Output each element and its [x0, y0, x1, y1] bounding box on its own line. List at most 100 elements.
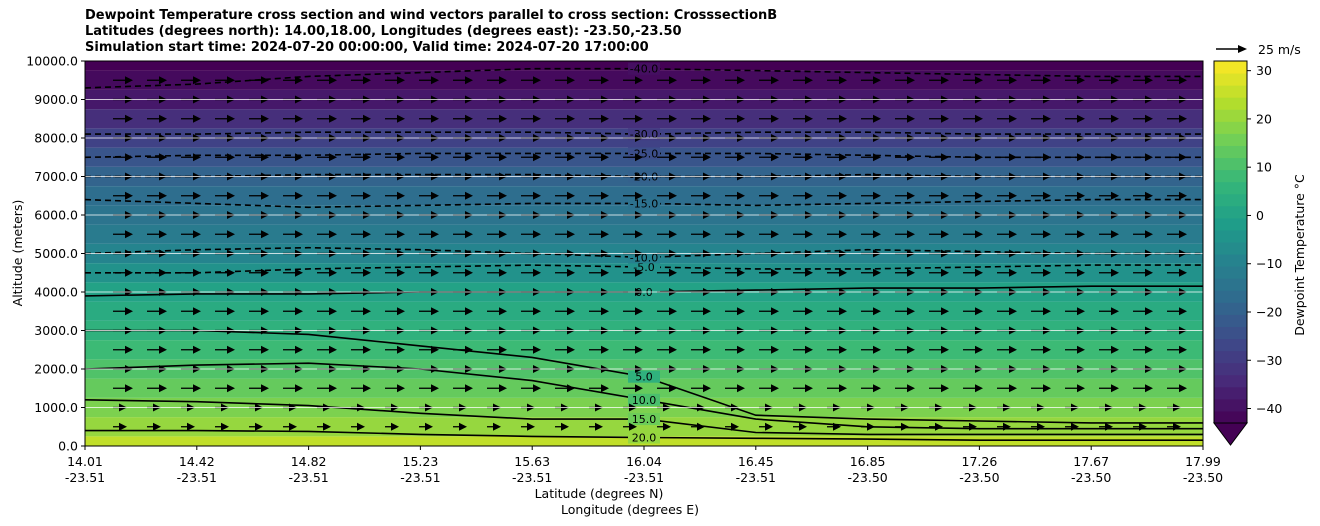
- colorbar-tick-label: 30: [1256, 63, 1272, 78]
- wind-vector-head: [193, 307, 201, 316]
- wind-vector-head: [1179, 76, 1187, 85]
- wind-vector-head: [329, 345, 337, 354]
- colorbar-segment: [1214, 229, 1247, 243]
- wind-vector-head: [187, 422, 195, 431]
- wind-vector-head: [873, 345, 881, 354]
- wind-vector-head: [459, 422, 467, 431]
- wind-vector-head: [1009, 345, 1017, 354]
- colorbar-segment: [1214, 121, 1247, 134]
- wind-vector-head: [1111, 268, 1119, 277]
- wind-vector-head: [295, 114, 303, 123]
- wind-vector-head: [499, 76, 507, 85]
- wind-vector-head: [1009, 307, 1017, 316]
- wind-vector-head: [329, 230, 337, 239]
- wind-vector-head: [465, 307, 473, 316]
- wind-vector-head: [261, 191, 269, 200]
- wind-vector-head: [975, 230, 983, 239]
- y-axis: 0.0 1000.0 2000.0 3000.0 4000.0 5000.0 6000.0 7…: [26, 54, 85, 454]
- wind-vector-head: [261, 230, 269, 239]
- wind-vector-head: [125, 191, 133, 200]
- wind-vector-head: [1179, 191, 1187, 200]
- wind-vector-head: [261, 345, 269, 354]
- contour-line: [85, 67, 1203, 89]
- contour-line: [85, 264, 1203, 274]
- wind-vector-head: [635, 307, 643, 316]
- wind-vector-head: [499, 268, 507, 277]
- colorbar-tick-label: −20: [1256, 304, 1282, 319]
- x-tick-label-lon: -23.51: [512, 470, 552, 485]
- title-line-3: Simulation start time: 2024-07-20 00:00:…: [85, 40, 649, 55]
- wind-vector-head: [363, 268, 371, 277]
- wind-vector-head: [295, 268, 303, 277]
- wind-vector-head: [805, 384, 813, 393]
- colorbar-segment: [1214, 205, 1247, 219]
- x-tick-label-lat: 15.23: [403, 454, 439, 469]
- colorbar-segment: [1214, 254, 1247, 267]
- colorbar-segment: [1214, 398, 1247, 412]
- wind-vector-head: [499, 191, 507, 200]
- wind-vector-head: [737, 76, 745, 85]
- contour-label-bg: [628, 197, 660, 210]
- y-tick-label: 5000.0: [34, 246, 78, 261]
- wind-vector-head: [499, 114, 507, 123]
- y-tick-label: 7000.0: [34, 169, 78, 184]
- wind-vector-head: [669, 230, 677, 239]
- wind-vector-head: [397, 191, 405, 200]
- wind-vector-head: [907, 153, 915, 162]
- wind-vector-head: [969, 422, 977, 431]
- x-tick-label-lon: -23.51: [177, 470, 217, 485]
- colorbar-segment: [1214, 133, 1247, 146]
- wind-vector-head: [431, 345, 439, 354]
- wind-vector-head: [295, 76, 303, 85]
- colorbar-segment: [1214, 97, 1247, 110]
- wind-vector-head: [159, 384, 167, 393]
- wind-vector-head: [363, 191, 371, 200]
- wind-vector-head: [567, 384, 575, 393]
- wind-vector-head: [465, 114, 473, 123]
- wind-vector-head: [669, 268, 677, 277]
- wind-vector-head: [125, 76, 133, 85]
- colorbar-segment: [1214, 169, 1247, 183]
- wind-vector-head: [941, 307, 949, 316]
- wind-vector-head: [941, 384, 949, 393]
- wind-vector-head: [1179, 345, 1187, 354]
- y-tick-label: 9000.0: [34, 92, 78, 107]
- wind-vector-head: [1111, 114, 1119, 123]
- dewpoint-band: [85, 109, 1203, 129]
- wind-vector-head: [737, 268, 745, 277]
- y-tick-label: 4000.0: [34, 285, 78, 300]
- wind-vector-head: [1179, 268, 1187, 277]
- wind-vector-head: [1111, 307, 1119, 316]
- wind-vector-head: [1173, 422, 1181, 431]
- wind-vector-head: [907, 384, 915, 393]
- wind-vector-head: [1043, 76, 1051, 85]
- wind-vector-head: [465, 345, 473, 354]
- wind-vector-head: [567, 114, 575, 123]
- wind-vector-head: [765, 422, 773, 431]
- wind-vector-head: [533, 345, 541, 354]
- x-tick-label-lon: -23.50: [847, 470, 887, 485]
- wind-vector-head: [567, 153, 575, 162]
- wind-vector-head: [391, 422, 399, 431]
- wind-vector-head: [159, 114, 167, 123]
- wind-vector-head: [397, 76, 405, 85]
- wind-vector-head: [601, 384, 609, 393]
- wind-vector-head: [119, 422, 127, 431]
- wind-vector-head: [1077, 114, 1085, 123]
- wind-vector-head: [1179, 230, 1187, 239]
- colorbar-segment: [1214, 73, 1247, 86]
- wind-vector-head: [669, 153, 677, 162]
- title-line-2: Latitudes (degrees north): 14.00,18.00, …: [85, 24, 682, 39]
- wind-vector-head: [1077, 307, 1085, 316]
- wind-vector-head: [1179, 153, 1187, 162]
- wind-vector-head: [1037, 422, 1045, 431]
- colorbar-segment: [1214, 314, 1247, 327]
- wind-vector-head: [703, 153, 711, 162]
- wind-vector-head: [771, 153, 779, 162]
- wind-vector-head: [1043, 268, 1051, 277]
- wind-vector-head: [295, 384, 303, 393]
- wind-vector-head: [601, 114, 609, 123]
- wind-vector-head: [357, 422, 365, 431]
- dewpoint-band: [85, 224, 1203, 244]
- wind-vector-head: [261, 114, 269, 123]
